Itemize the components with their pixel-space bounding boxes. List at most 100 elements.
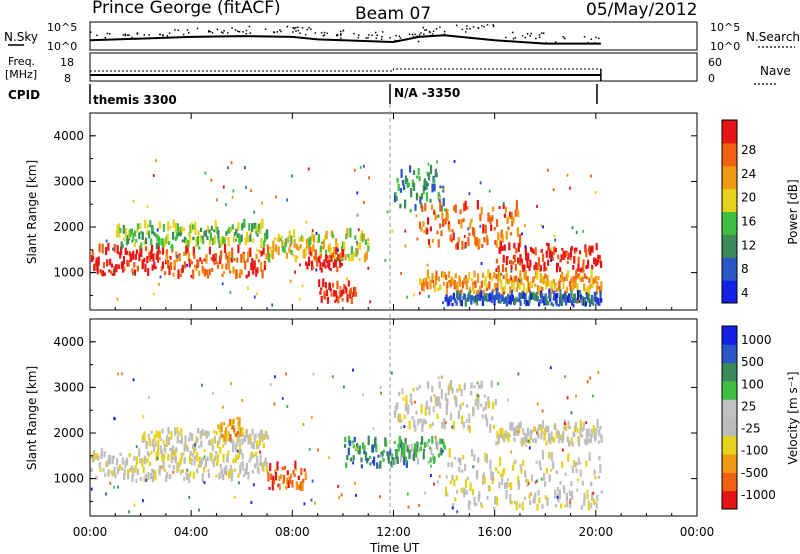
data-cell: [335, 290, 338, 296]
data-point: [357, 228, 360, 232]
data-cell: [591, 433, 594, 438]
data-cell: [403, 455, 406, 466]
data-cell: [245, 237, 248, 246]
data-cell: [328, 243, 331, 249]
data-point: [570, 411, 573, 415]
data-point: [215, 198, 218, 202]
data-cell: [568, 490, 571, 497]
data-cell: [502, 434, 505, 442]
data-cell: [330, 292, 333, 297]
data-cell: [272, 475, 275, 484]
data-cell: [296, 255, 299, 259]
data-cell: [158, 466, 161, 476]
data-cell: [157, 439, 160, 450]
data-cell: [128, 230, 131, 239]
data-point: [525, 444, 528, 448]
data-point: [269, 383, 272, 387]
noise-search-point: [174, 29, 176, 31]
data-cell: [564, 250, 567, 258]
data-cell: [439, 402, 442, 409]
data-point: [550, 258, 552, 262]
data-point: [113, 485, 116, 489]
data-cell: [116, 224, 119, 235]
data-cell: [459, 209, 462, 215]
data-cell: [194, 227, 197, 235]
data-point: [343, 385, 345, 389]
data-cell: [491, 480, 494, 485]
data-cell: [397, 413, 400, 422]
data-cell: [266, 434, 269, 440]
data-cell: [510, 500, 513, 505]
data-cell: [98, 462, 101, 469]
data-cell: [599, 258, 602, 264]
data-cell: [111, 273, 114, 276]
data-cell: [582, 422, 585, 430]
data-cell: [169, 255, 172, 260]
data-cell: [355, 292, 358, 297]
data-cell: [113, 467, 116, 477]
data-cell: [400, 441, 403, 450]
data-cell: [197, 428, 200, 434]
data-cell: [591, 296, 594, 303]
data-cell: [229, 434, 232, 442]
data-cell: [568, 426, 571, 429]
data-cell: [201, 473, 204, 483]
data-cell: [561, 271, 564, 282]
data-cell: [206, 456, 209, 462]
data-cell: [226, 433, 229, 442]
data-cell: [519, 270, 522, 278]
data-cell: [347, 280, 350, 287]
noise-search-point: [432, 30, 435, 32]
data-cell: [185, 240, 188, 246]
data-point: [550, 247, 552, 251]
data-cell: [495, 287, 498, 298]
noise-search-point: [136, 32, 139, 34]
data-point: [198, 508, 200, 512]
data-cell: [514, 459, 517, 464]
data-cell: [390, 460, 393, 468]
data-cell: [593, 279, 596, 283]
data-cell: [345, 287, 348, 294]
data-point: [145, 478, 148, 482]
data-cell: [151, 244, 154, 252]
noise-search-point: [320, 32, 323, 34]
data-cell: [588, 452, 591, 461]
data-cell: [503, 297, 506, 304]
data-cell: [179, 458, 182, 465]
data-cell: [534, 269, 537, 279]
data-cell: [576, 283, 579, 292]
data-cell: [239, 429, 243, 437]
data-cell: [404, 199, 407, 209]
data-cell: [429, 198, 432, 203]
data-cell: [559, 266, 562, 272]
noise-right-tick-top: 10^5: [710, 21, 740, 34]
data-cell: [481, 414, 484, 419]
data-cell: [236, 455, 239, 461]
data-point: [571, 226, 574, 230]
data-cell: [189, 432, 192, 438]
data-cell: [127, 260, 130, 267]
data-cell: [276, 461, 279, 471]
data-point: [314, 501, 316, 505]
noise-search-point: [422, 26, 425, 29]
data-point: [574, 251, 577, 255]
data-cell: [415, 410, 418, 415]
data-cell: [355, 247, 358, 257]
noise-search-point: [339, 34, 342, 36]
data-cell: [324, 234, 327, 241]
data-cell: [342, 249, 345, 257]
data-cell: [475, 290, 478, 295]
data-cell: [213, 435, 216, 444]
data-cell: [347, 253, 350, 258]
data-cell: [489, 272, 492, 280]
data-cell: [313, 234, 316, 243]
data-cell: [513, 275, 516, 284]
data-cell: [136, 468, 139, 476]
data-cell: [352, 251, 355, 258]
data-cell: [429, 279, 432, 287]
data-point: [418, 194, 420, 198]
data-cell: [154, 441, 157, 447]
noise-search-point: [538, 36, 541, 38]
data-cell: [146, 457, 149, 464]
data-cell: [519, 464, 522, 470]
